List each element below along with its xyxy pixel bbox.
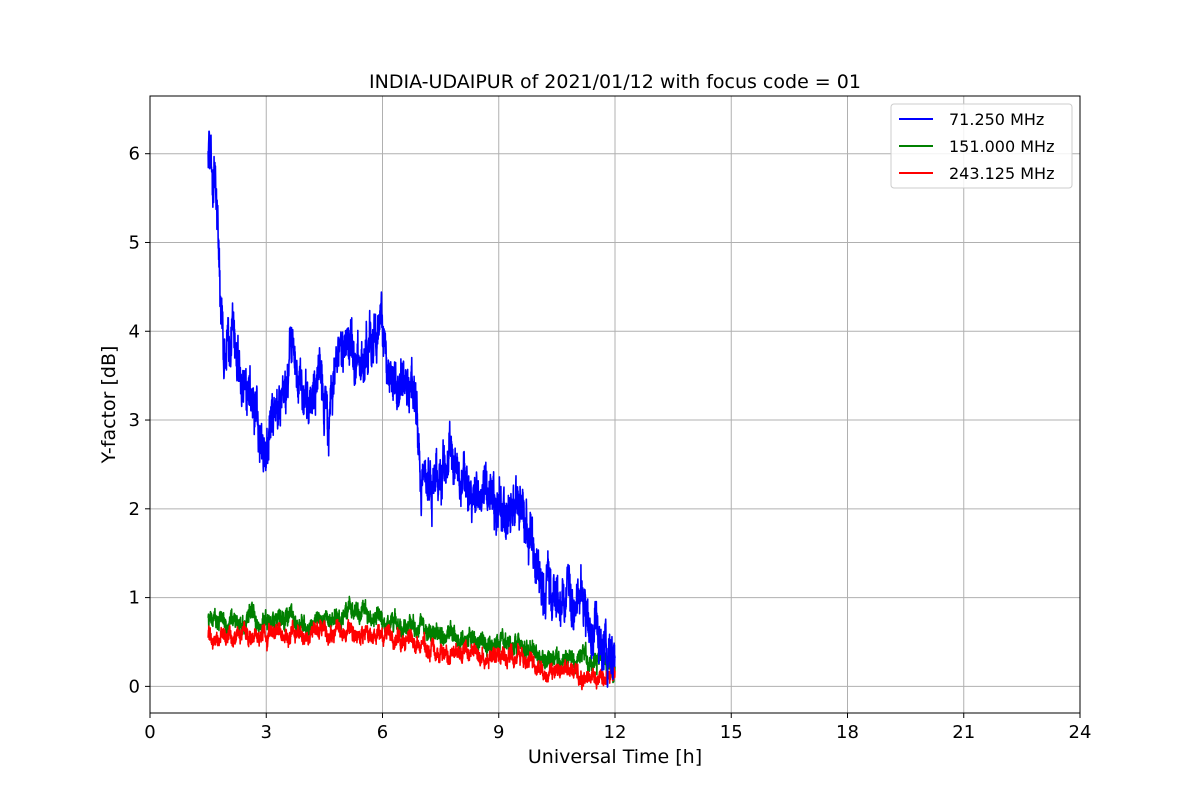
series-line-2 [207, 618, 616, 691]
legend-box [890, 103, 1073, 189]
series-line-0 [207, 130, 616, 688]
y-tick-label: 1 [129, 588, 140, 609]
x-tick-label: 21 [952, 722, 975, 743]
y-tick-label: 2 [129, 499, 140, 520]
y-axis-label: Y-factor [dB] [98, 346, 120, 465]
x-tick-label: 24 [1069, 722, 1092, 743]
x-tick-label: 15 [720, 722, 743, 743]
legend-label: 243.125 MHz [949, 164, 1054, 183]
x-axis-label: Universal Time [h] [528, 746, 702, 768]
y-tick-label: 4 [129, 321, 140, 342]
series-layer [207, 130, 616, 691]
grid [149, 96, 1081, 713]
x-tick-label: 0 [144, 722, 155, 743]
legend-label: 71.250 MHz [949, 110, 1044, 129]
x-tick-label: 12 [604, 722, 627, 743]
legend: 71.250 MHz 151.000 MHz 243.125 MHz [890, 103, 1073, 189]
legend-label: 151.000 MHz [949, 137, 1054, 156]
y-tick-label: 5 [129, 232, 140, 253]
y-tick-label: 3 [129, 410, 140, 431]
y-tick-label: 0 [129, 676, 140, 697]
x-tick-label: 9 [493, 722, 504, 743]
x-tick-label: 3 [261, 722, 272, 743]
x-tick-label: 6 [377, 722, 388, 743]
series-line-1 [207, 595, 616, 684]
x-tick-label: 18 [836, 722, 859, 743]
y-tick-label: 6 [129, 144, 140, 165]
chart-title: INDIA-UDAIPUR of 2021/01/12 with focus c… [369, 71, 861, 93]
